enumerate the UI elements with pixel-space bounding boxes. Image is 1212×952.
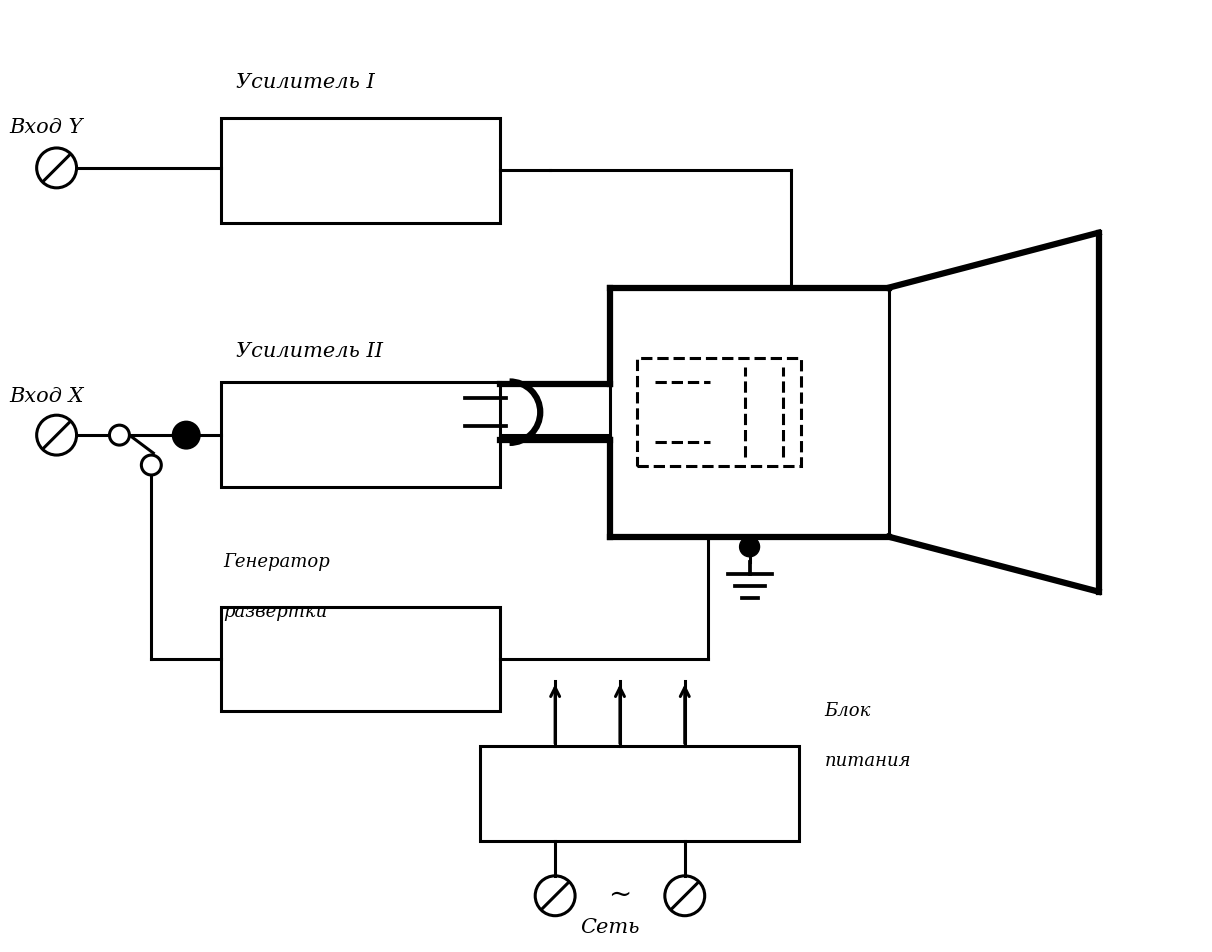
Text: развертки: развертки — [223, 603, 327, 621]
Text: Генератор: Генератор — [223, 553, 330, 571]
Circle shape — [142, 455, 161, 475]
Circle shape — [536, 876, 574, 916]
Circle shape — [36, 415, 76, 455]
Circle shape — [109, 426, 130, 446]
Bar — [638, 358, 801, 466]
Bar — [480, 746, 800, 841]
Text: Усилитель I: Усилитель I — [236, 73, 375, 92]
Text: Сеть: Сеть — [581, 918, 640, 937]
Circle shape — [739, 537, 760, 557]
Bar — [221, 606, 501, 711]
Text: ~: ~ — [608, 883, 631, 909]
Text: Вход Y: Вход Y — [10, 118, 84, 137]
Bar — [610, 288, 890, 537]
Circle shape — [665, 876, 704, 916]
Text: Вход X: Вход X — [10, 387, 85, 407]
Text: Блок: Блок — [824, 703, 870, 721]
Circle shape — [36, 148, 76, 188]
Text: Усилитель II: Усилитель II — [236, 343, 383, 362]
Bar — [221, 383, 501, 487]
Text: питания: питания — [824, 752, 911, 770]
Bar — [221, 118, 501, 223]
Circle shape — [173, 422, 199, 448]
